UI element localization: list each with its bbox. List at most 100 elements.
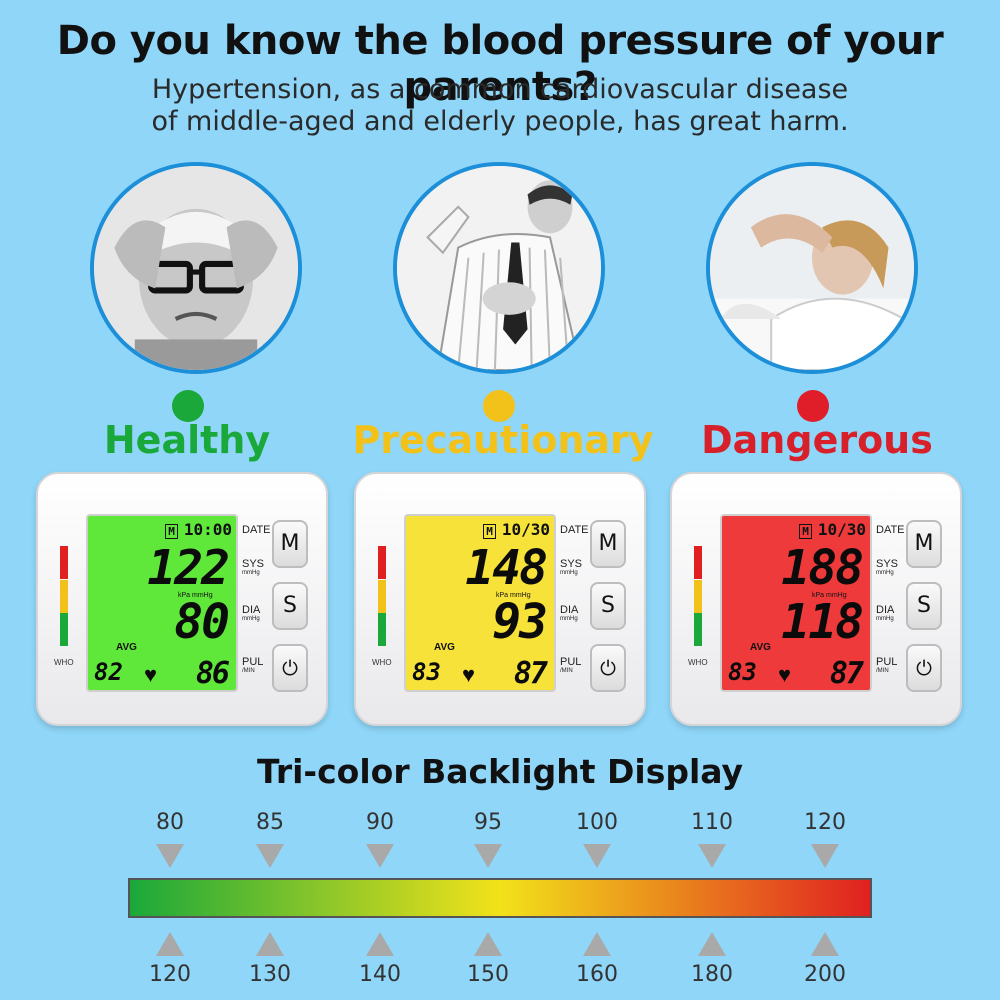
scale-pointer-down-icon: [474, 844, 502, 868]
lcd-avg-label: AVG: [116, 642, 137, 653]
pul-label: PUL/MIN: [560, 656, 582, 674]
memory-badge: M: [165, 524, 178, 539]
status-healthy: Healthy: [103, 418, 271, 462]
bp-monitor-precautionary: WHO M 10/30 148 kPa mmHg 93 AVG 83 ♥ 87 D…: [354, 472, 646, 726]
date-label: DATE: [242, 524, 271, 536]
scale-pointer-down-icon: [583, 844, 611, 868]
date-label: DATE: [876, 524, 905, 536]
lcd-avg-value: 83: [412, 658, 441, 686]
scale-bottom-value: 130: [249, 962, 291, 987]
set-button[interactable]: S: [906, 582, 942, 630]
scale-pointer-up-icon: [583, 932, 611, 956]
lcd-avg-value: 83: [728, 658, 757, 686]
scale-pointer-down-icon: [698, 844, 726, 868]
lcd-avg-label: AVG: [434, 642, 455, 653]
sys-label: SYS mmHg: [242, 558, 265, 576]
lcd-systolic: 148: [465, 540, 548, 596]
sys-label: SYS mmHg: [560, 558, 583, 576]
photo-woman-headache: [706, 162, 918, 374]
lcd-systolic: 188: [781, 540, 864, 596]
memory-button[interactable]: M: [906, 520, 942, 568]
scale-top-value: 100: [576, 810, 618, 835]
lcd-pulse: 86: [195, 656, 230, 691]
healthy-indicator-dot: [172, 390, 204, 422]
scale-pointer-down-icon: [366, 844, 394, 868]
scale-pointer-down-icon: [156, 844, 184, 868]
power-icon: ⏻: [282, 656, 298, 680]
lcd-time: M 10/30: [728, 520, 866, 539]
scale-pointer-up-icon: [256, 932, 284, 956]
set-button[interactable]: S: [272, 582, 308, 630]
who-color-bars: [378, 546, 386, 650]
scale-bottom-value: 150: [467, 962, 509, 987]
scale-pointer-down-icon: [256, 844, 284, 868]
scale-pointer-up-icon: [474, 932, 502, 956]
power-button[interactable]: ⏻: [590, 644, 626, 692]
lcd-units: kPa mmHg: [812, 592, 847, 599]
bp-monitor-dangerous: WHO M 10/30 188 kPa mmHg 118 AVG 83 ♥ 87 …: [670, 472, 962, 726]
set-button[interactable]: S: [590, 582, 626, 630]
lcd-avg-value: 82: [94, 658, 123, 686]
lcd-screen: M 10/30 188 kPa mmHg 118 AVG 83 ♥ 87: [720, 514, 872, 692]
heart-icon: ♥: [778, 662, 792, 687]
page-title: Do you know the blood pressure of your p…: [56, 18, 944, 110]
scale-bottom-value: 140: [359, 962, 401, 987]
scale-pointer-up-icon: [698, 932, 726, 956]
heart-icon: ♥: [462, 662, 476, 687]
lcd-pulse: 87: [513, 656, 548, 691]
date-label: DATE: [560, 524, 589, 536]
scale-pointer-up-icon: [366, 932, 394, 956]
who-label: WHO: [688, 658, 708, 667]
sys-label: SYS mmHg: [876, 558, 899, 576]
lcd-units: kPa mmHg: [496, 592, 531, 599]
scale-top-value: 90: [366, 810, 394, 835]
scale-pointer-down-icon: [811, 844, 839, 868]
scale-top-value: 110: [691, 810, 733, 835]
precautionary-indicator-dot: [483, 390, 515, 422]
lcd-time: M 10/30: [412, 520, 550, 539]
dangerous-indicator-dot: [797, 390, 829, 422]
who-label: WHO: [372, 658, 392, 667]
lcd-screen: M 10/30 148 kPa mmHg 93 AVG 83 ♥ 87: [404, 514, 556, 692]
bp-monitor-healthy: WHO M 10:00 122 kPa mmHg 80 AVG 82 ♥ 86 D…: [36, 472, 328, 726]
dia-label: DIA mmHg: [876, 604, 895, 622]
status-precautionary: Precautionary: [352, 418, 654, 462]
status-dangerous: Dangerous: [701, 418, 933, 462]
photo-elderly-man: [90, 162, 302, 374]
memory-badge: M: [799, 524, 812, 539]
scale-top-value: 95: [474, 810, 502, 835]
pul-label: PUL/MIN: [876, 656, 898, 674]
page-subtitle: Hypertension, as a common cardiovascular…: [0, 74, 1000, 138]
heart-icon: ♥: [144, 662, 158, 687]
lcd-avg-label: AVG: [750, 642, 771, 653]
power-icon: ⏻: [600, 656, 616, 680]
scale-bottom-value: 160: [576, 962, 618, 987]
scale-bottom-value: 200: [804, 962, 846, 987]
power-button[interactable]: ⏻: [272, 644, 308, 692]
lcd-diastolic: 93: [492, 594, 548, 650]
backlight-title: Tri-color Backlight Display: [256, 752, 744, 791]
memory-button[interactable]: M: [272, 520, 308, 568]
pul-label: PUL/MIN: [242, 656, 264, 674]
who-label: WHO: [54, 658, 74, 667]
lcd-screen: M 10:00 122 kPa mmHg 80 AVG 82 ♥ 86: [86, 514, 238, 692]
scale-top-value: 120: [804, 810, 846, 835]
color-gradient-bar: [128, 878, 872, 918]
memory-badge: M: [483, 524, 496, 539]
memory-button[interactable]: M: [590, 520, 626, 568]
lcd-pulse: 87: [829, 656, 864, 691]
lcd-units: kPa mmHg: [178, 592, 213, 599]
subtitle-line-1: Hypertension, as a common cardiovascular…: [151, 74, 849, 105]
scale-top-value: 80: [156, 810, 184, 835]
who-color-bars: [60, 546, 68, 650]
scale-pointer-up-icon: [811, 932, 839, 956]
power-button[interactable]: ⏻: [906, 644, 942, 692]
dia-label: DIA mmHg: [242, 604, 261, 622]
who-color-bars: [694, 546, 702, 650]
subtitle-line-2: of middle-aged and elderly people, has g…: [151, 106, 849, 137]
power-icon: ⏻: [916, 656, 932, 680]
photo-man-chest-pain: [393, 162, 605, 374]
scale-top-value: 85: [256, 810, 284, 835]
scale-pointer-up-icon: [156, 932, 184, 956]
lcd-systolic: 122: [147, 540, 230, 596]
